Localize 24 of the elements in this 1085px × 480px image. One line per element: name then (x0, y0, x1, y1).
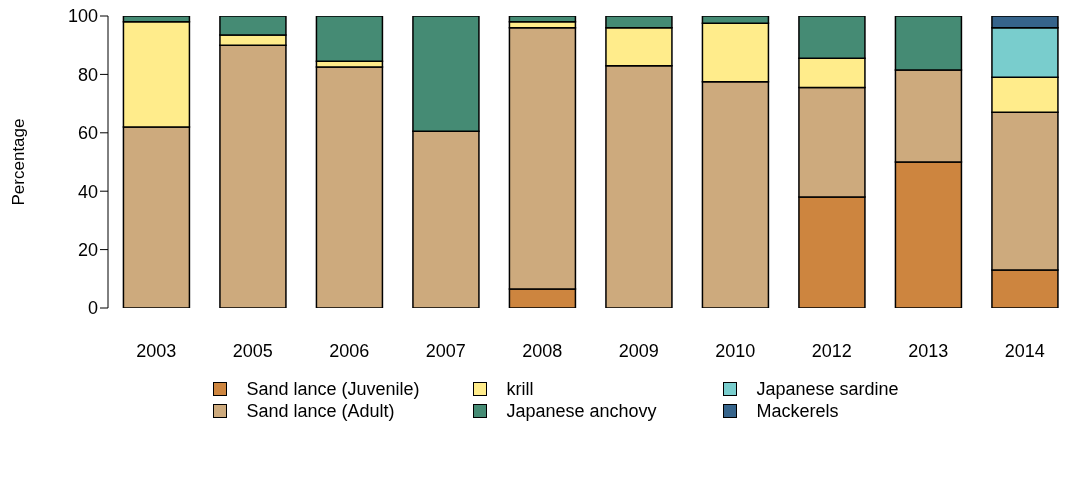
x-tick-label: 2007 (425, 340, 466, 361)
x-tick-label: 2014 (1004, 340, 1045, 361)
legend-label: Japanese sardine (756, 378, 899, 400)
y-tick-label: 40 (77, 181, 98, 202)
y-axis-title: Percentage (9, 118, 29, 206)
legend-label: Japanese anchovy (506, 400, 657, 422)
y-tick-label: 0 (87, 298, 98, 319)
x-tick-label: 2013 (908, 340, 949, 361)
y-tick-label: 60 (77, 123, 98, 144)
x-tick-label: 2006 (329, 340, 370, 361)
y-tick-label: 100 (67, 6, 98, 27)
legend-label: Sand lance (Juvenile) (246, 378, 420, 400)
legend-label: krill (506, 378, 534, 400)
x-tick-label: 2005 (232, 340, 273, 361)
x-tick-label: 2009 (618, 340, 659, 361)
x-tick-label: 2010 (715, 340, 756, 361)
x-tick-label: 2003 (136, 340, 177, 361)
y-tick-label: 20 (77, 239, 98, 260)
x-tick-label: 2008 (522, 340, 563, 361)
legend-label: Mackerels (756, 400, 839, 422)
legend-label: Sand lance (Adult) (246, 400, 395, 422)
bar (315, 66, 384, 308)
y-tick-label: 80 (77, 64, 98, 85)
x-tick-label: 2012 (811, 340, 852, 361)
